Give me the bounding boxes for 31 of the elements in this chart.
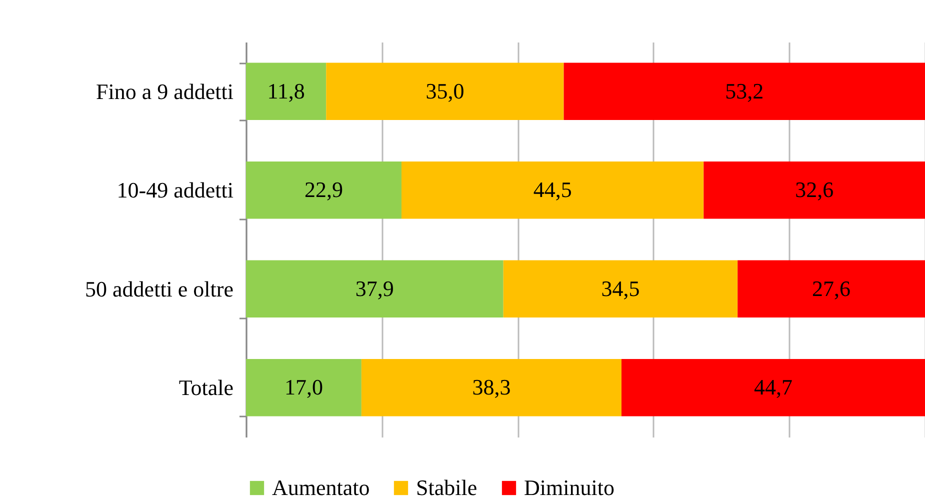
bar (401, 161, 704, 219)
y-tick-label: Totale (178, 375, 234, 400)
bar (361, 358, 622, 416)
data-label: 22,9 (304, 177, 343, 202)
bar (246, 358, 362, 416)
bar (704, 161, 925, 219)
bar (621, 358, 925, 416)
bar (326, 62, 564, 120)
legend-label: Diminuito (524, 475, 614, 500)
bar (246, 62, 326, 120)
data-label: 37,9 (355, 276, 394, 301)
data-label: 44,5 (533, 177, 572, 202)
legend-label: Aumentato (272, 475, 370, 500)
data-label: 27,6 (812, 276, 851, 301)
y-tick-label: 50 addetti e oltre (85, 276, 234, 302)
data-label: 44,7 (754, 374, 792, 400)
bar (246, 161, 402, 219)
bar (503, 260, 738, 318)
data-label: 11,8 (267, 78, 305, 104)
legend-label: Stabile (416, 475, 478, 500)
y-tick-label: Fino a 9 addetti (96, 78, 234, 104)
data-label: 35,0 (426, 78, 464, 104)
bar (564, 62, 925, 120)
data-label: 38,3 (472, 374, 511, 400)
bar (246, 260, 504, 318)
bar (738, 260, 925, 318)
data-label: 53,2 (725, 78, 764, 104)
data-label: 32,6 (795, 177, 834, 202)
y-tick-label: 10-49 addetti (116, 178, 234, 203)
data-label: 34,5 (601, 276, 640, 301)
data-label: 17,0 (284, 374, 323, 400)
